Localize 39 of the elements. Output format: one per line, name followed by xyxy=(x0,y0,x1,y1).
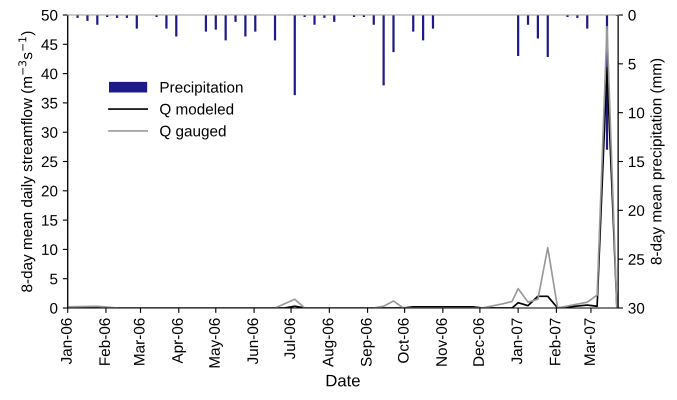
x-tick-label: Dec-06 xyxy=(473,318,484,366)
x-tick-label: Feb-07 xyxy=(549,318,560,365)
y-tick-label: 50 xyxy=(42,10,58,21)
y2-tick-label: 20 xyxy=(628,205,644,216)
y2-tick-label: 10 xyxy=(628,108,644,118)
x-tick-label: Oct-06 xyxy=(398,318,409,363)
y-tick-label: 30 xyxy=(42,127,58,138)
x-tick-label: Nov-06 xyxy=(436,318,447,366)
x-tick-label: Sep-06 xyxy=(360,318,375,366)
x-tick-label: Jan-07 xyxy=(511,318,522,364)
y-tick-label: 20 xyxy=(42,186,58,196)
x-axis-title: Date xyxy=(326,374,360,386)
y-tick-label: 0 xyxy=(50,302,58,314)
y2-tick-label: 5 xyxy=(628,58,636,70)
y-tick-label: 10 xyxy=(42,244,58,256)
y-tick-label: 5 xyxy=(50,274,58,284)
y-tick-label: 25 xyxy=(42,156,58,168)
y-tick-label: 35 xyxy=(42,98,58,109)
x-tick-label: May-06 xyxy=(209,318,223,368)
x-tick-label: Jun-06 xyxy=(247,318,258,364)
y-tick-label: 15 xyxy=(42,215,58,226)
y2-tick-label: 25 xyxy=(628,254,644,265)
legend-label: Precipitation xyxy=(160,81,242,96)
y2-axis-title: 8-day mean precipitation (mm) xyxy=(650,58,665,264)
x-tick-label: Jul-06 xyxy=(284,318,296,360)
y-axis-title: 8-day mean daily streamflow (m$^{−3}$s$^{−1}$) xyxy=(18,32,36,292)
y2-tick-label: 30 xyxy=(628,302,644,314)
x-tick-label: Mar-06 xyxy=(134,318,145,365)
x-tick-label: Jan-06 xyxy=(60,318,72,364)
y2-tick-label: 15 xyxy=(628,156,644,168)
x-tick-label: Aug-06 xyxy=(322,318,336,367)
legend-label: Q gauged xyxy=(160,125,226,140)
x-tick-label: Feb-06 xyxy=(98,318,110,365)
legend-label: Q modeled xyxy=(160,103,234,118)
x-tick-label: Mar-07 xyxy=(584,318,596,365)
x-tick-label: Apr-06 xyxy=(172,318,186,364)
y-tick-label: 40 xyxy=(41,68,58,80)
y2-tick-label: 0 xyxy=(628,10,636,21)
y-tick-label: 45 xyxy=(41,39,58,50)
